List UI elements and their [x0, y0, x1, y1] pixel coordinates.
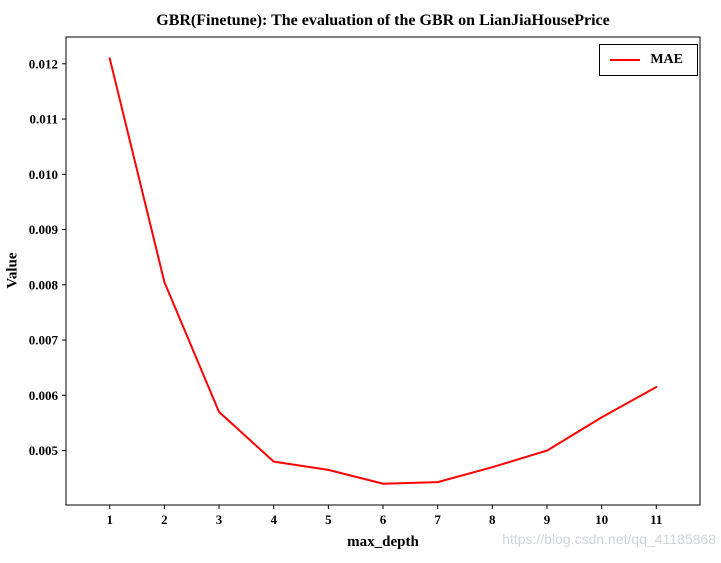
x-tick-label: 2: [161, 512, 168, 527]
x-tick-label: 7: [434, 512, 441, 527]
y-tick-label: 0.008: [29, 277, 59, 292]
x-tick-label: 8: [489, 512, 496, 527]
chart-title: GBR(Finetune): The evaluation of the GBR…: [156, 12, 610, 29]
y-tick-label: 0.009: [29, 222, 59, 237]
y-tick-label: 0.005: [29, 443, 59, 458]
x-tick-label: 1: [106, 512, 113, 527]
legend: MAE: [599, 44, 698, 76]
y-tick-label: 0.010: [29, 167, 58, 182]
x-tick-label: 11: [650, 512, 662, 527]
y-tick-label: 0.007: [29, 333, 59, 348]
x-tick-label: 4: [270, 512, 277, 527]
x-tick-label: 3: [216, 512, 223, 527]
x-tick-label: 6: [380, 512, 387, 527]
watermark: https://blog.csdn.net/qq_41185868: [502, 531, 716, 547]
legend-line-sample-icon: [610, 59, 641, 61]
x-tick-label: 5: [325, 512, 332, 527]
y-axis-label: Value: [4, 252, 21, 289]
y-tick-label: 0.012: [29, 56, 58, 71]
y-tick-label: 0.006: [29, 388, 59, 403]
x-tick-label: 10: [595, 512, 608, 527]
mae-line: [108, 57, 658, 485]
y-tick-label: 0.011: [29, 112, 58, 127]
legend-label: MAE: [650, 52, 683, 67]
axes-frame: [65, 36, 701, 506]
x-axis-label: max_depth: [347, 534, 419, 550]
x-tick-label: 9: [544, 512, 551, 527]
